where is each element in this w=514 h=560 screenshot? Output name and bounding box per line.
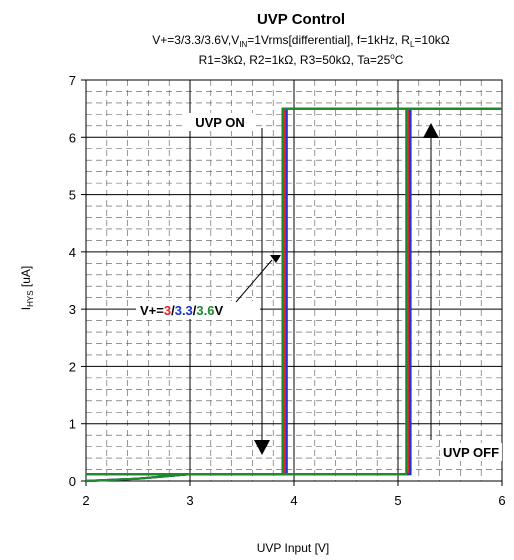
x-tick-label: 5: [394, 493, 401, 508]
y-axis-label-main: I: [19, 307, 33, 310]
subtitle-superscript: o: [390, 52, 395, 61]
y-tick-label: 1: [69, 417, 76, 432]
x-tick-labels: 2 3 4 5 6: [82, 493, 505, 508]
minor-grid: [86, 80, 502, 481]
vplus-pointer-arrowhead: [270, 255, 281, 263]
down-arrow-head: [254, 440, 270, 455]
uvp-on-label: UVP ON: [195, 115, 245, 130]
up-arrow-head: [423, 123, 439, 138]
series-lines: [85, 107, 502, 483]
vplus-label: V+=3/3.3/3.6V: [140, 303, 224, 318]
chart-subtitle-line1: V+=3/3.3/3.6V,VIN=1Vrms[differential], f…: [152, 33, 450, 49]
uvp-off-label: UVP OFF: [443, 445, 499, 460]
x-tick-label: 2: [82, 493, 89, 508]
chart-title: UVP Control: [257, 11, 345, 28]
x-tick-label: 6: [498, 493, 505, 508]
y-tick-label: 2: [69, 359, 76, 374]
subtitle-part: =10kΩ: [414, 33, 449, 47]
y-tick-label: 6: [69, 130, 76, 145]
subtitle-subscript: IN: [239, 40, 247, 49]
y-tick-labels: 0 1 2 3 4 5 6 7: [69, 73, 76, 489]
vplus-value-3-6v: 3.6: [196, 303, 214, 318]
vplus-value-3-3v: 3.3: [175, 303, 193, 318]
y-axis-label: IHYS [uA]: [19, 266, 35, 310]
vplus-prefix: V+=: [140, 303, 164, 318]
series-3-falling-line: [86, 107, 502, 476]
chart-subtitle-line2: R1=3kΩ, R2=1kΩ, R3=50kΩ, Ta=25oC: [199, 52, 404, 67]
y-axis-label-unit: [uA]: [19, 266, 33, 291]
x-axis-label: UVP Input [V]: [257, 541, 330, 555]
subtitle-part: R1=3kΩ, R2=1kΩ, R3=50kΩ, Ta=25: [199, 53, 391, 67]
vplus-value-3v: 3: [164, 303, 171, 318]
subtitle-part: C: [395, 53, 404, 67]
y-axis-label-subscript: HYS: [26, 290, 35, 306]
subtitle-part: V+=3/3.3/3.6V,V: [152, 33, 239, 47]
axis-ticks: [81, 79, 503, 486]
vplus-pointer-line: [235, 259, 273, 303]
vplus-suffix: V: [215, 303, 224, 318]
y-tick-label: 4: [69, 245, 76, 260]
y-tick-label: 3: [69, 302, 76, 317]
vplus-separator: /: [171, 303, 175, 318]
subtitle-part: =1Vrms[differential], f=1kHz, R: [247, 33, 410, 47]
y-tick-label: 7: [69, 73, 76, 88]
subtitle-subscript: L: [410, 40, 415, 49]
x-tick-label: 4: [290, 493, 297, 508]
vplus-label-bg: [136, 301, 260, 319]
x-tick-label: 3: [186, 493, 193, 508]
y-tick-label: 0: [69, 474, 76, 489]
uvp-on-label-bg: [184, 113, 256, 131]
vplus-separator: /: [193, 303, 197, 318]
uvp-off-label-bg: [440, 443, 502, 461]
y-tick-label: 5: [69, 188, 76, 203]
